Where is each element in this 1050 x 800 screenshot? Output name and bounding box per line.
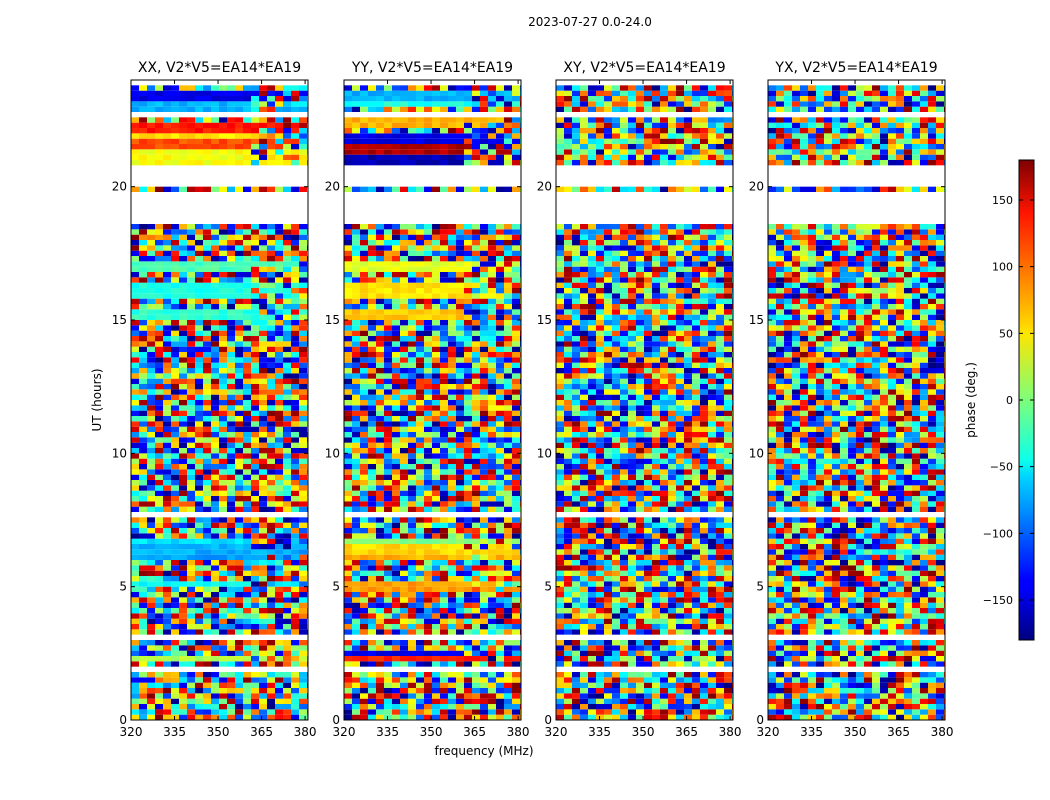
y-tick-label: 5 (119, 580, 127, 594)
figure-title: 2023-07-27 0.0-24.0 (528, 15, 652, 29)
heatmap-panels: XX, V2*V5=EA14*EA19 0 5 10 15 20 320 335 350 365 3… (112, 60, 954, 739)
y-tick-label: 10 (749, 446, 764, 460)
panel-title: XY, V2*V5=EA14*EA19 (563, 60, 725, 76)
y-tick-label: 20 (749, 180, 764, 194)
y-tick-label: 5 (756, 580, 764, 594)
panel-title: YX, V2*V5=EA14*EA19 (774, 60, 937, 76)
y-tick-label: 10 (325, 446, 340, 460)
y-tick-label: 0 (332, 713, 340, 727)
x-tick-label: 335 (588, 725, 611, 739)
x-tick-label: 320 (757, 725, 780, 739)
colorbar-tick-label: −150 (983, 594, 1013, 607)
y-axis-label: UT (hours) (90, 368, 104, 431)
y-tick-label: 10 (537, 446, 552, 460)
panel-xy: XY, V2*V5=EA14*EA19 0 5 10 15 20 320 335 350 365 3… (537, 60, 742, 739)
heatmap-cells (131, 85, 308, 720)
x-tick-label: 365 (887, 725, 910, 739)
x-tick-label: 380 (931, 725, 954, 739)
panel-frame (555, 79, 734, 721)
y-tick-label: 20 (325, 180, 340, 194)
x-axis-label: frequency (MHz) (434, 744, 533, 758)
y-tick-label: 5 (332, 580, 340, 594)
x-tick-label: 365 (250, 725, 273, 739)
heatmap-cells (556, 85, 733, 720)
y-tick-label: 15 (325, 313, 340, 327)
x-tick-label: 350 (844, 725, 867, 739)
heatmap-cells (344, 85, 521, 720)
panel-title: YY, V2*V5=EA14*EA19 (351, 60, 513, 76)
x-tick-label: 380 (294, 725, 317, 739)
panel-frame (130, 79, 309, 721)
colorbar-label: phase (deg.) (964, 362, 978, 438)
heatmap-cells (768, 85, 945, 720)
x-tick-label: 320 (333, 725, 356, 739)
y-tick-label: 10 (112, 446, 127, 460)
colorbar-tick-label: 100 (992, 261, 1013, 274)
x-tick-label: 350 (632, 725, 655, 739)
y-tick-label: 5 (544, 580, 552, 594)
y-tick-label: 0 (544, 713, 552, 727)
x-tick-label: 335 (800, 725, 823, 739)
x-tick-label: 335 (376, 725, 399, 739)
y-tick-label: 0 (119, 713, 127, 727)
panel-yx: YX, V2*V5=EA14*EA19 0 5 10 15 20 320 335 350 365 3… (749, 60, 954, 739)
x-tick-label: 380 (507, 725, 530, 739)
colorbar-tick-label: 0 (1006, 394, 1013, 407)
panel-yy: YY, V2*V5=EA14*EA19 0 5 10 15 20 320 335 350 365 3… (325, 60, 530, 739)
x-tick-label: 365 (463, 725, 486, 739)
colorbar-tick-label: −50 (990, 461, 1013, 474)
y-tick-label: 15 (112, 313, 127, 327)
panel-xx: XX, V2*V5=EA14*EA19 0 5 10 15 20 320 335 350 365 3… (112, 60, 317, 739)
y-tick-label: 15 (749, 313, 764, 327)
x-tick-label: 380 (719, 725, 742, 739)
x-tick-label: 350 (207, 725, 230, 739)
x-tick-label: 350 (420, 725, 443, 739)
y-tick-label: 15 (537, 313, 552, 327)
colorbar-tick-label: −100 (983, 527, 1013, 540)
y-tick-label: 20 (537, 180, 552, 194)
colorbar: 150 100 50 0 −50 −100 −150 phase (deg.) (964, 159, 1035, 641)
x-tick-label: 320 (545, 725, 568, 739)
panel-frame (767, 79, 946, 721)
x-tick-label: 335 (163, 725, 186, 739)
y-tick-label: 20 (112, 180, 127, 194)
colorbar-tick-label: 150 (992, 194, 1013, 207)
panel-frame (343, 79, 522, 721)
panel-title: XX, V2*V5=EA14*EA19 (138, 60, 301, 76)
y-tick-label: 0 (756, 713, 764, 727)
x-tick-label: 365 (675, 725, 698, 739)
x-tick-label: 320 (120, 725, 143, 739)
colorbar-tick-label: 50 (999, 327, 1013, 340)
